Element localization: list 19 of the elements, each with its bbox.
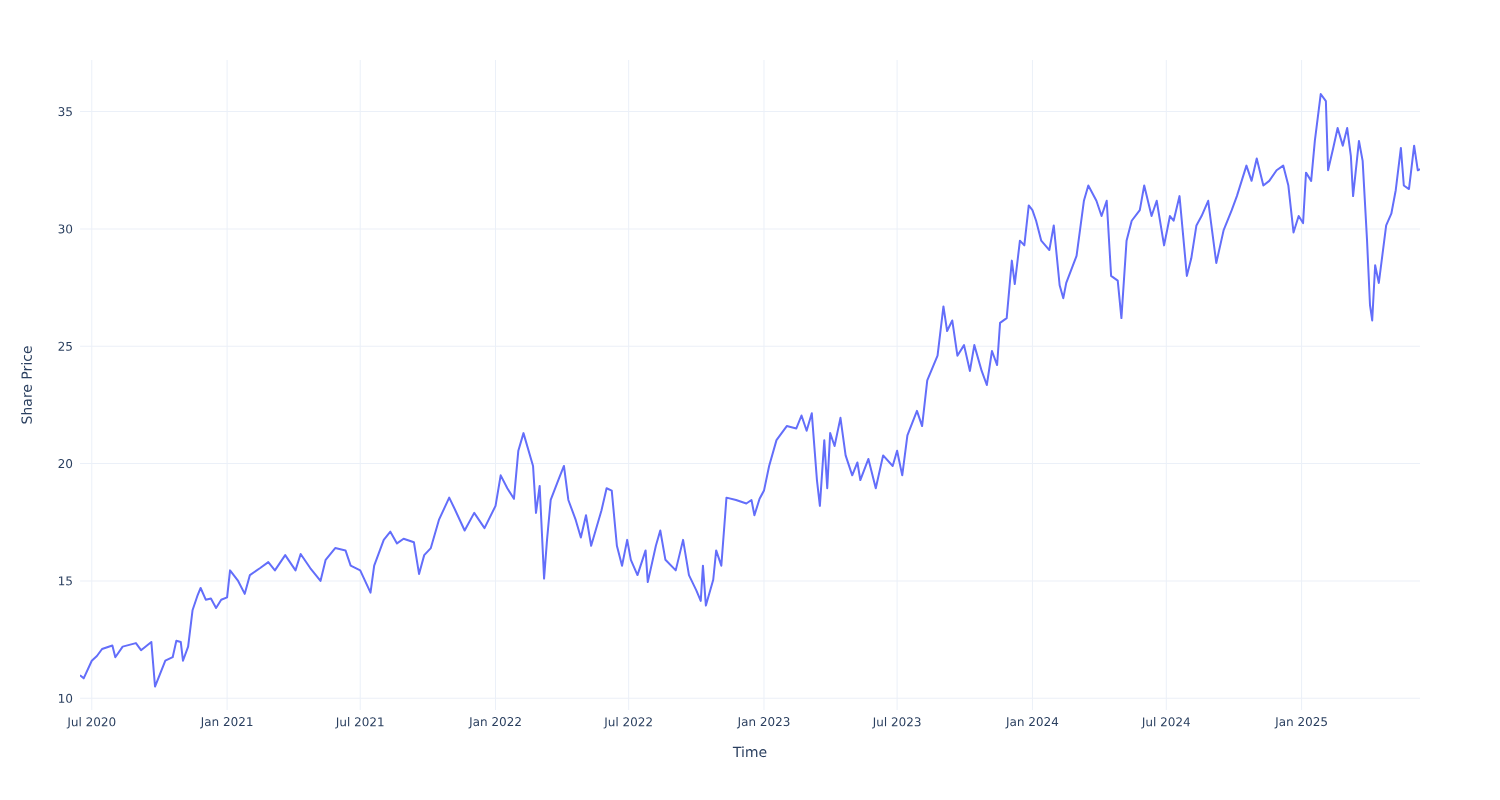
x-tick-label: Jul 2024 <box>1141 717 1191 729</box>
x-tick-label: Jul 2022 <box>603 717 652 729</box>
y-axis-title: Share Price <box>21 346 32 424</box>
y-tick-label: 25 <box>58 341 72 351</box>
x-tick-label: Jan 2024 <box>1005 717 1059 729</box>
y-tick-label: 30 <box>58 224 73 234</box>
y-tick-label: 10 <box>58 693 73 703</box>
x-tick-label: Jan 2022 <box>468 717 521 729</box>
x-tick-label: Jul 2021 <box>335 717 384 729</box>
x-tick-label: Jul 2023 <box>872 717 921 729</box>
x-tick-label: Jul 2020 <box>66 717 116 729</box>
x-axis-title: Time <box>732 746 767 758</box>
y-tick-label: 20 <box>58 459 73 469</box>
x-tick-label: Jan 2025 <box>1274 717 1327 729</box>
y-tick-label: 15 <box>58 576 72 586</box>
y-tick-label: 35 <box>58 107 72 117</box>
x-tick-label: Jan 2023 <box>736 717 790 729</box>
line-series <box>80 93 1421 688</box>
x-tick-label: Jan 2021 <box>200 717 253 729</box>
